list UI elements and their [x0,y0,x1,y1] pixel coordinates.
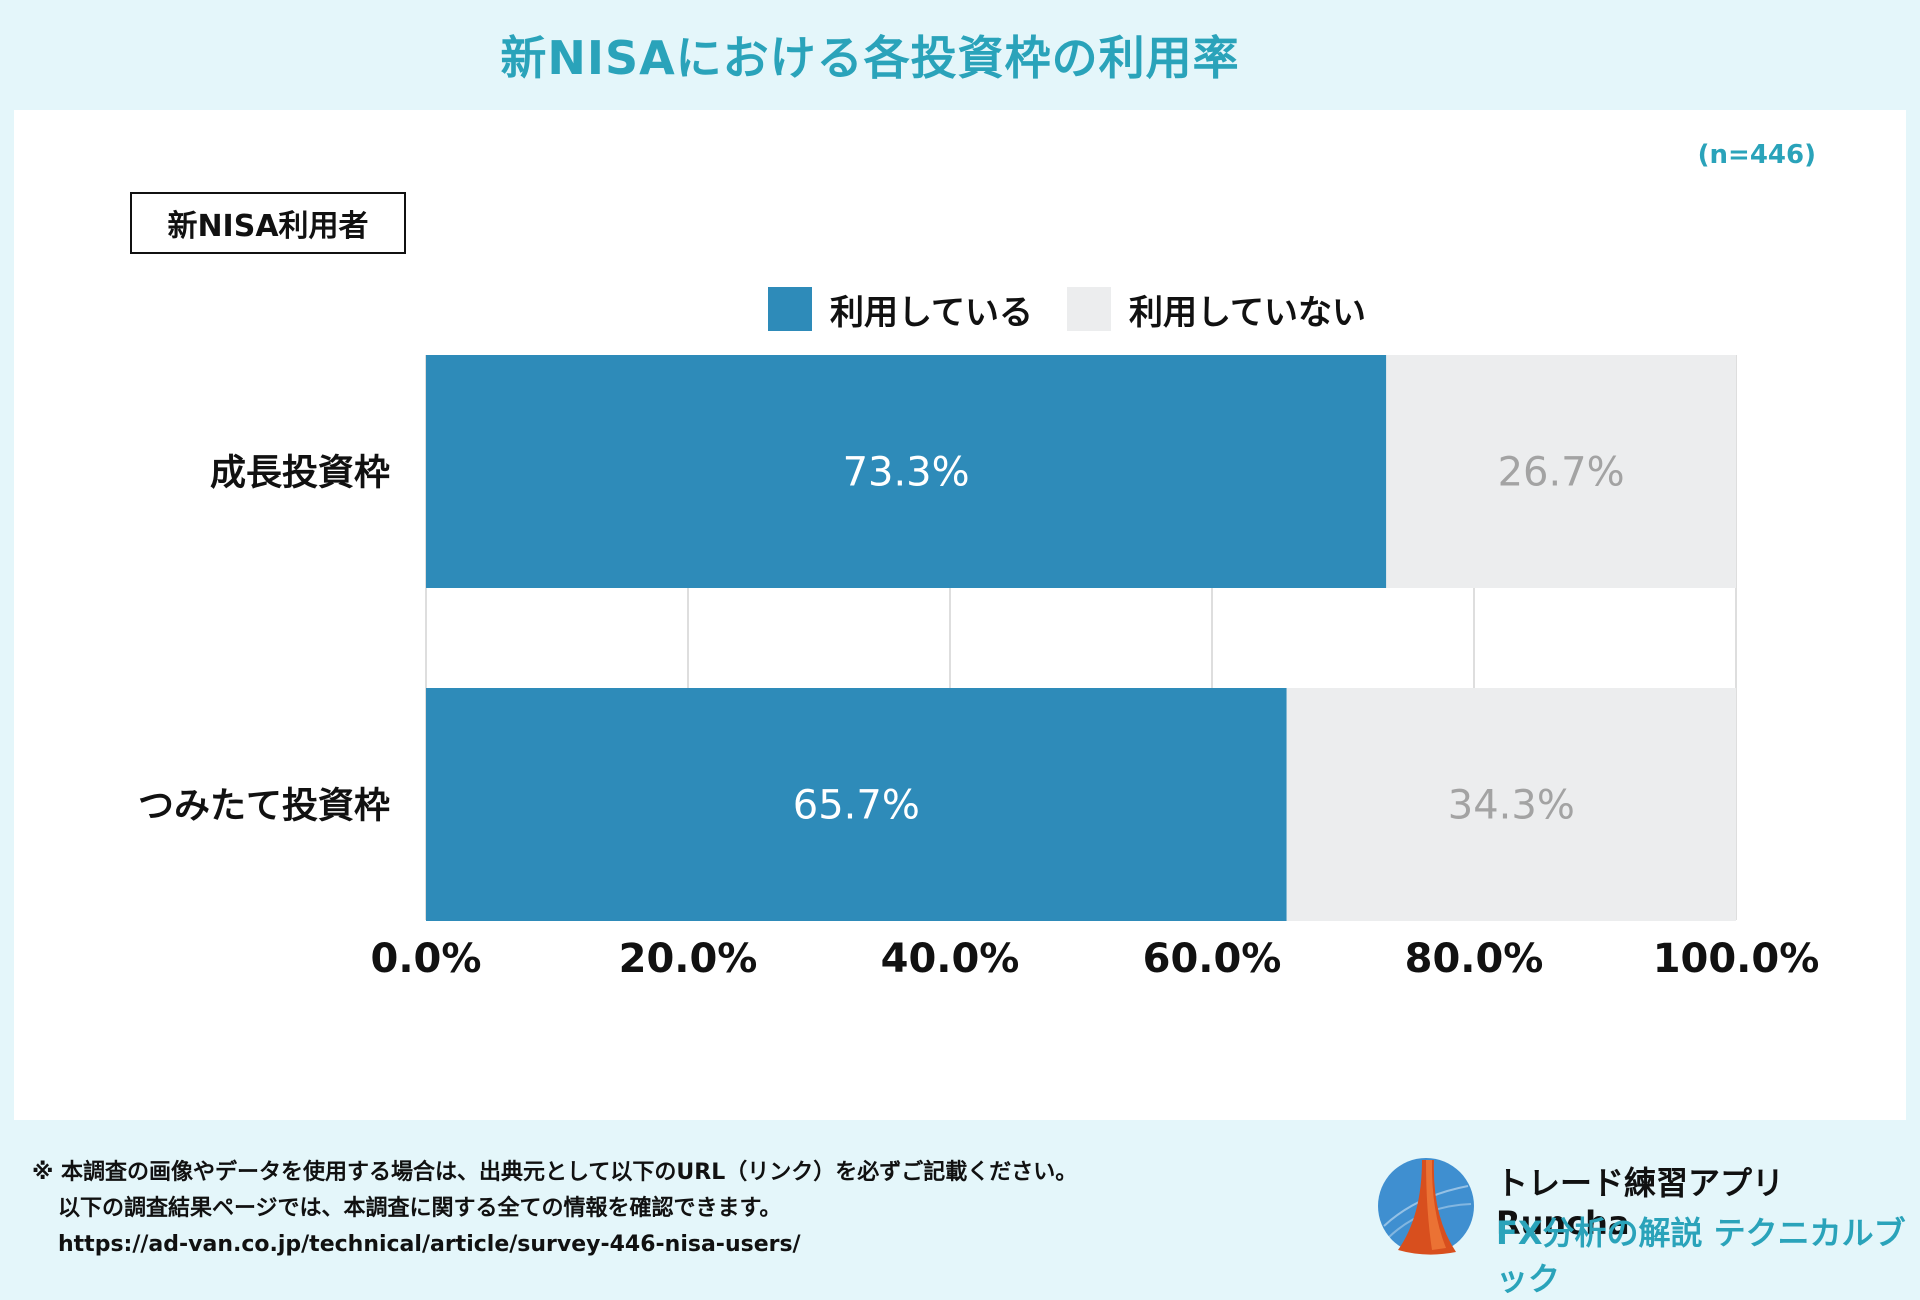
category-label: 成長投資枠 [210,453,390,494]
x-tick-label: 20.0% [619,936,758,982]
x-tick-label: 80.0% [1405,936,1544,982]
legend-label-not-using: 利用していない [1128,292,1366,333]
chart-legend: 利用している 利用していない [768,285,1400,334]
footer-line-1: ※ 本調査の画像やデータを使用する場合は、出典元として以下のURL（リンク）を必… [32,1160,1078,1185]
legend-swatch-not-using [1066,287,1111,331]
data-label: 34.3% [1448,783,1575,829]
data-label: 65.7% [793,783,920,829]
x-tick-label: 60.0% [1143,936,1282,982]
bar-not-using [1386,355,1736,588]
bar-using [426,688,1287,921]
footer-notice: ※ 本調査の画像やデータを使用する場合は、出典元として以下のURL（リンク）を必… [32,1155,1077,1263]
bar-chart: 73.3% 26.7% 成長投資枠 65.7% 34.3% つみたて投資枠 0.0% 20.0… [138,355,1820,982]
legend-item-using: 利用している [768,285,1033,334]
chart-panel: (n=446) 新NISA利用者 利用している 利用していない [14,110,1906,1120]
bar-not-using [1286,688,1736,921]
x-tick-label: 0.0% [371,936,482,982]
footer-url[interactable]: https://ad-van.co.jp/technical/article/s… [58,1232,801,1257]
category-label: つみたて投資枠 [138,786,390,827]
x-tick-label: 100.0% [1653,936,1820,982]
page-title: 新NISAにおける各投資枠の利用率 [500,31,1240,85]
group-label-box: 新NISA利用者 [130,192,406,254]
legend-item-not-using: 利用していない [1066,285,1366,334]
sample-size: (n=446) [1697,140,1816,170]
brand-name: トレード練習アプリ Runcha [1496,1164,1785,1242]
runcha-logo-icon [1378,1158,1474,1255]
x-tick-label: 40.0% [881,936,1020,982]
bar-using [426,355,1387,588]
legend-label-using: 利用している [830,292,1033,333]
footer-line-2: 以下の調査結果ページでは、本調査に関する全ての情報を確認できます。 [58,1196,782,1221]
group-label: 新NISA利用者 [167,209,369,244]
data-label: 26.7% [1498,450,1625,496]
data-label: 73.3% [843,450,970,496]
brand-tagline: FX分析の解説 テクニカルブック [1496,1214,1906,1298]
legend-swatch-using [768,287,812,331]
